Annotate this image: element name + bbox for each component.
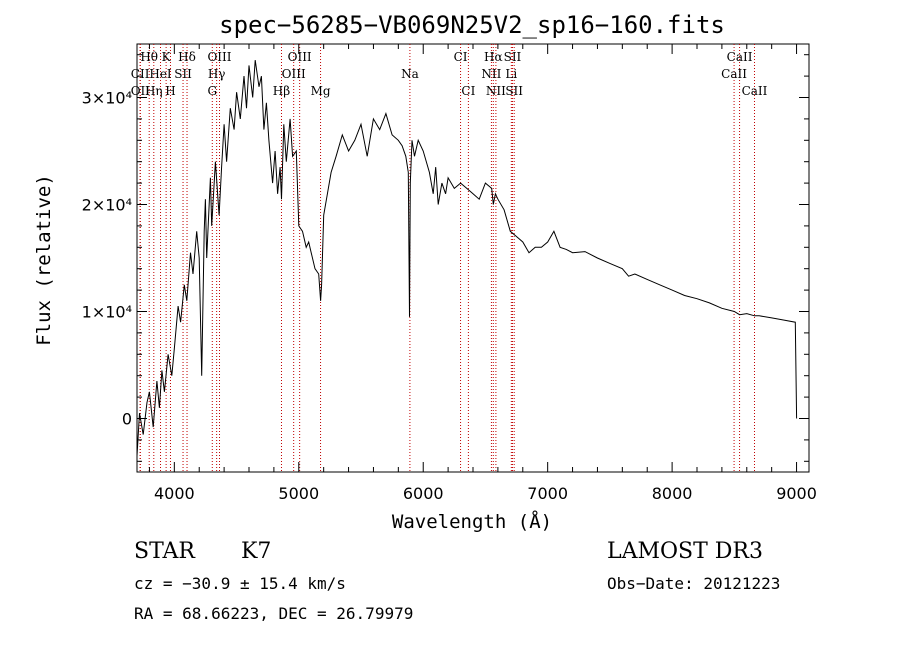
spectral-line-label: G	[207, 84, 217, 98]
object-class: STAR	[134, 539, 196, 564]
x-tick-label: 5000	[278, 484, 319, 503]
coordinates: RA = 68.66223, DEC = 26.79979	[134, 604, 413, 623]
plot-frame	[136, 43, 810, 473]
spectral-line-label: Na	[401, 67, 419, 81]
spectral-line-label: CaII	[742, 84, 768, 98]
y-tick-label: 2×10⁴	[82, 196, 132, 215]
x-axis-label: Wavelength (Å)	[392, 510, 552, 533]
spectral-line-label: NII	[486, 84, 506, 98]
spectral-line-markers	[139, 44, 755, 472]
y-tick-label: 0	[122, 410, 132, 429]
spectral-line-label: SII	[505, 84, 523, 98]
spectral-line-label: Li	[505, 67, 517, 81]
x-tick-label: 9000	[776, 484, 817, 503]
spectral-line-label: Hβ	[273, 84, 290, 98]
spectral-line-label: Hγ	[208, 67, 226, 81]
survey-name: LAMOST DR3	[607, 539, 763, 564]
y-tick-label: 3×10⁴	[82, 89, 132, 108]
spectral-line-label: Hδ	[178, 50, 196, 64]
x-tick-label: 7000	[527, 484, 568, 503]
spectral-line-label: K	[162, 50, 172, 64]
observation-date: Obs−Date: 20121223	[607, 574, 780, 593]
x-tick-label: 4000	[154, 484, 195, 503]
spectral-line-label: CI	[454, 50, 468, 64]
x-tick-label: 6000	[403, 484, 444, 503]
y-tick-label: 1×10⁴	[82, 303, 132, 322]
spectral-line-label: HeI	[149, 67, 172, 81]
spectral-line-label: Hθ	[140, 50, 158, 64]
spectral-line-label: CII	[131, 67, 150, 81]
y-axis-ticks: 0 1×10⁴ 2×10⁴ 3×10⁴	[82, 54, 809, 462]
x-axis-ticks: 4000 5000 6000 7000 8000 9000	[148, 44, 817, 503]
spectral-line-label: OIII	[207, 50, 231, 64]
spectral-line-label: OIII	[288, 50, 312, 64]
spectral-line-label: OIII	[282, 67, 306, 81]
spectral-line-label: OII	[131, 84, 151, 98]
spectral-line-label: NII	[481, 67, 501, 81]
x-tick-label: 8000	[652, 484, 693, 503]
spectral-line-label: Hα	[484, 50, 503, 64]
chart-title: spec−56285−VB069N25V2_sp16−160.fits	[219, 11, 725, 39]
spectral-line-label: CaII	[721, 67, 747, 81]
spectral-line-label: CI	[461, 84, 475, 98]
spectral-line-label: SII	[504, 50, 522, 64]
spectral-line-label: H	[165, 84, 175, 98]
redshift-cz: cz = −30.9 ± 15.4 km/s	[134, 574, 346, 593]
spectral-line-label: Hη	[145, 84, 163, 98]
spectral-line-label: Mg	[311, 84, 331, 98]
spectral-line-label: CaII	[727, 50, 753, 64]
object-subclass: K7	[241, 539, 271, 564]
spectral-line-label: SII	[174, 67, 192, 81]
spectrum-line	[136, 60, 798, 456]
y-axis-label: Flux (relative)	[33, 174, 55, 346]
